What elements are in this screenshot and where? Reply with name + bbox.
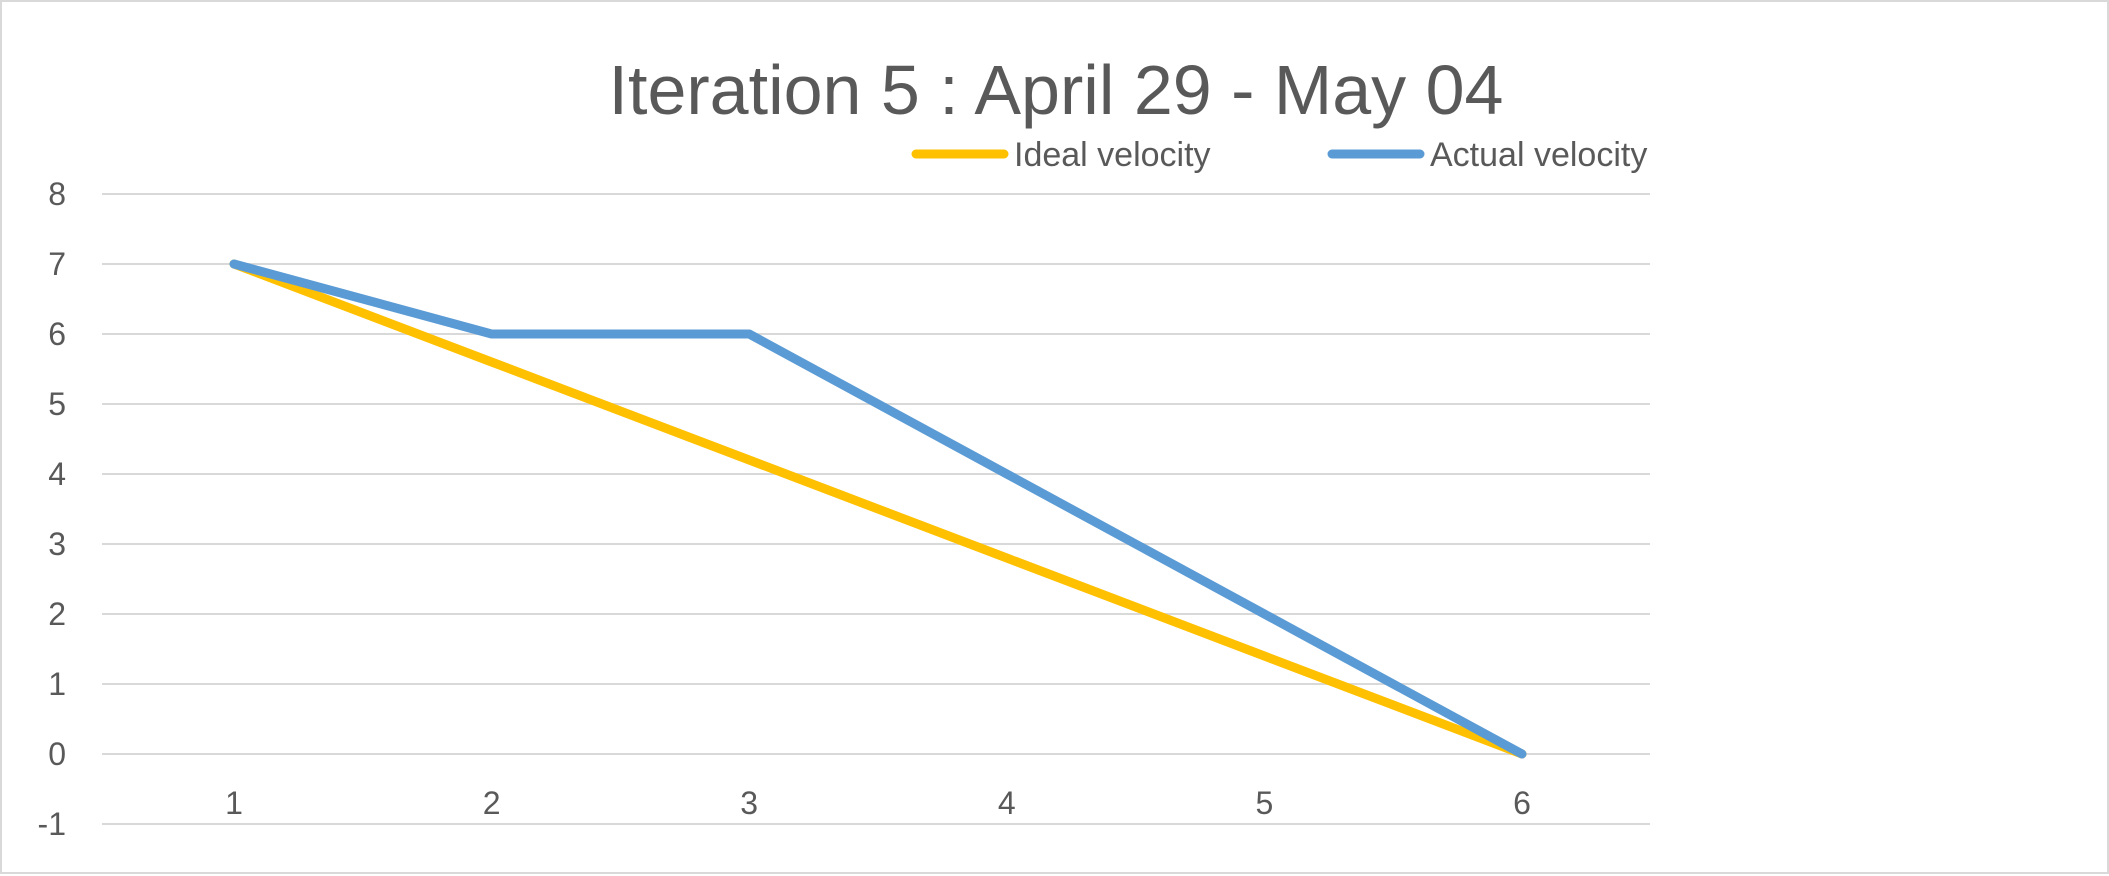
series-line-ideal <box>229 259 1527 759</box>
y-tick-label: 1 <box>48 666 66 702</box>
y-tick-label: 6 <box>48 316 66 352</box>
legend-label: Actual velocity <box>1430 136 1647 174</box>
series-lines <box>229 259 1527 759</box>
gridlines <box>102 193 1650 825</box>
legend-label: Ideal velocity <box>1014 136 1211 174</box>
series-line-actual <box>229 259 1527 759</box>
x-tick-label: 6 <box>1513 785 1531 821</box>
x-tick-label: 3 <box>740 785 758 821</box>
x-tick-label: 5 <box>1256 785 1274 821</box>
chart-title: Iteration 5 : April 29 - May 04 <box>609 51 1504 129</box>
y-tick-label: 5 <box>48 386 66 422</box>
legend: Ideal velocity Actual velocity <box>911 136 1647 174</box>
x-tick-label: 1 <box>225 785 243 821</box>
y-tick-label: 2 <box>48 596 66 632</box>
x-tick-label: 2 <box>483 785 501 821</box>
x-axis-ticks: 1 2 3 4 5 6 <box>225 785 1531 821</box>
y-tick-label: 8 <box>48 176 66 212</box>
y-tick-label: -1 <box>38 806 66 842</box>
y-axis-ticks: 8 7 6 5 4 3 2 1 0 -1 <box>38 176 66 842</box>
x-tick-label: 4 <box>998 785 1016 821</box>
y-tick-label: 4 <box>48 456 66 492</box>
y-tick-label: 0 <box>48 736 66 772</box>
y-tick-label: 3 <box>48 526 66 562</box>
y-tick-label: 7 <box>48 246 66 282</box>
